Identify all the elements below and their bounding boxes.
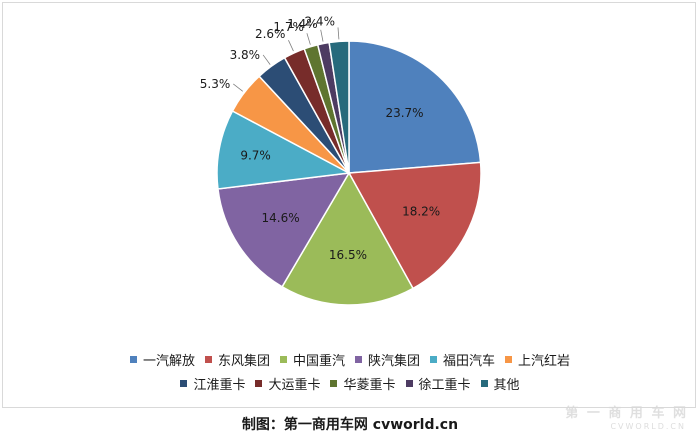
legend-swatch-5 bbox=[430, 355, 438, 363]
pie-slice-5 bbox=[216, 109, 352, 190]
legend-swatch-6 bbox=[505, 355, 513, 363]
legend-swatch-10 bbox=[405, 379, 413, 387]
chart-frame: 23.7% 18.2% 16.5% 14.6% 9.7% 5.3% 3.8% 2.6% 1.7%… bbox=[2, 2, 696, 408]
leader-line-10 bbox=[320, 29, 324, 42]
legend-label-3: 中国重汽 bbox=[292, 353, 345, 369]
slice-label-1: 23.7% bbox=[385, 106, 423, 120]
legend-label-6: 上汽红岩 bbox=[518, 353, 571, 369]
leader-line-8 bbox=[288, 39, 294, 52]
slice-label-8: 2.6% bbox=[255, 27, 286, 41]
pie-slice-4 bbox=[217, 172, 351, 288]
leader-line-11 bbox=[337, 27, 340, 40]
pie-slices bbox=[216, 40, 482, 306]
legend-label-5: 福田汽车 bbox=[443, 353, 496, 369]
legend-label-9: 华菱重卡 bbox=[343, 377, 396, 393]
slice-label-10: 1.4% bbox=[287, 17, 318, 31]
legend-label-8: 大运重卡 bbox=[268, 377, 321, 393]
legend-item-2: 东风集团 bbox=[204, 350, 270, 369]
slice-label-6: 5.3% bbox=[200, 77, 231, 91]
legend-label-7: 江淮重卡 bbox=[193, 377, 246, 393]
leader-line-6 bbox=[233, 83, 244, 92]
slice-label-7: 3.8% bbox=[230, 48, 261, 62]
legend-item-4: 陕汽集团 bbox=[355, 350, 420, 369]
leader-line-9 bbox=[306, 33, 311, 45]
chart-caption: 制图：第一商用车网 cvworld.cn bbox=[241, 417, 459, 433]
legend-item-6: 上汽红岩 bbox=[505, 350, 570, 369]
legend-swatch-1 bbox=[129, 355, 137, 363]
legend: 一汽解放 东风集团 中国重汽 陕汽集团 福田汽车 上汽红岩 江淮重卡 大运重卡 华菱重卡 徐工重… bbox=[3, 347, 697, 395]
slice-label-2: 18.2% bbox=[402, 205, 440, 219]
legend-item-7: 江淮重卡 bbox=[180, 374, 245, 393]
pie-slice-3 bbox=[281, 171, 415, 306]
legend-item-9: 华菱重卡 bbox=[330, 374, 396, 393]
legend-swatch-11 bbox=[480, 379, 488, 387]
legend-item-10: 徐工重卡 bbox=[405, 374, 471, 393]
legend-label-2: 东风集团 bbox=[217, 353, 270, 369]
pie-slice-1 bbox=[348, 40, 482, 174]
legend-label-1: 一汽解放 bbox=[142, 353, 195, 369]
legend-label-11: 其他 bbox=[493, 377, 520, 393]
legend-row-1: 一汽解放 东风集团 中国重汽 陕汽集团 福田汽车 上汽红岩 bbox=[3, 347, 697, 371]
legend-item-8: 大运重卡 bbox=[255, 374, 320, 393]
slice-label-3: 16.5% bbox=[329, 248, 367, 262]
pie-slice-2 bbox=[347, 161, 482, 290]
leader-line-7 bbox=[262, 54, 271, 65]
slice-label-11: 2.4% bbox=[304, 14, 335, 28]
legend-swatch-8 bbox=[255, 379, 263, 387]
legend-item-5: 福田汽车 bbox=[430, 350, 495, 369]
watermark-logo-subtext: CVWORLD.CN bbox=[610, 422, 686, 431]
legend-item-1: 一汽解放 bbox=[129, 350, 195, 369]
slice-label-5: 9.7% bbox=[240, 149, 271, 163]
pie-chart: 23.7% 18.2% 16.5% 14.6% 9.7% 5.3% 3.8% 2.6%1.7%… bbox=[200, 14, 482, 306]
leader-lines bbox=[233, 27, 340, 92]
watermark-logo-text: 第 一 商 用 车 网 bbox=[565, 406, 688, 421]
legend-swatch-2 bbox=[204, 355, 212, 363]
slice-label-4: 14.6% bbox=[261, 211, 299, 225]
legend-swatch-7 bbox=[180, 379, 188, 387]
legend-item-11: 其他 bbox=[480, 374, 520, 393]
legend-item-3: 中国重汽 bbox=[279, 350, 345, 369]
legend-row-2: 江淮重卡 大运重卡 华菱重卡 徐工重卡 其他 bbox=[3, 371, 697, 395]
pie-slice-11 bbox=[328, 40, 350, 174]
legend-swatch-3 bbox=[279, 355, 287, 363]
slice-labels: 23.7% 18.2% 16.5% 14.6% 9.7% 5.3% 3.8% 2.6%1.7%… bbox=[200, 14, 440, 261]
legend-swatch-4 bbox=[355, 355, 362, 363]
legend-label-4: 陕汽集团 bbox=[368, 353, 421, 369]
slice-label-9: 1.7% bbox=[273, 20, 304, 34]
legend-label-10: 徐工重卡 bbox=[418, 377, 471, 393]
legend-swatch-9 bbox=[330, 379, 338, 387]
